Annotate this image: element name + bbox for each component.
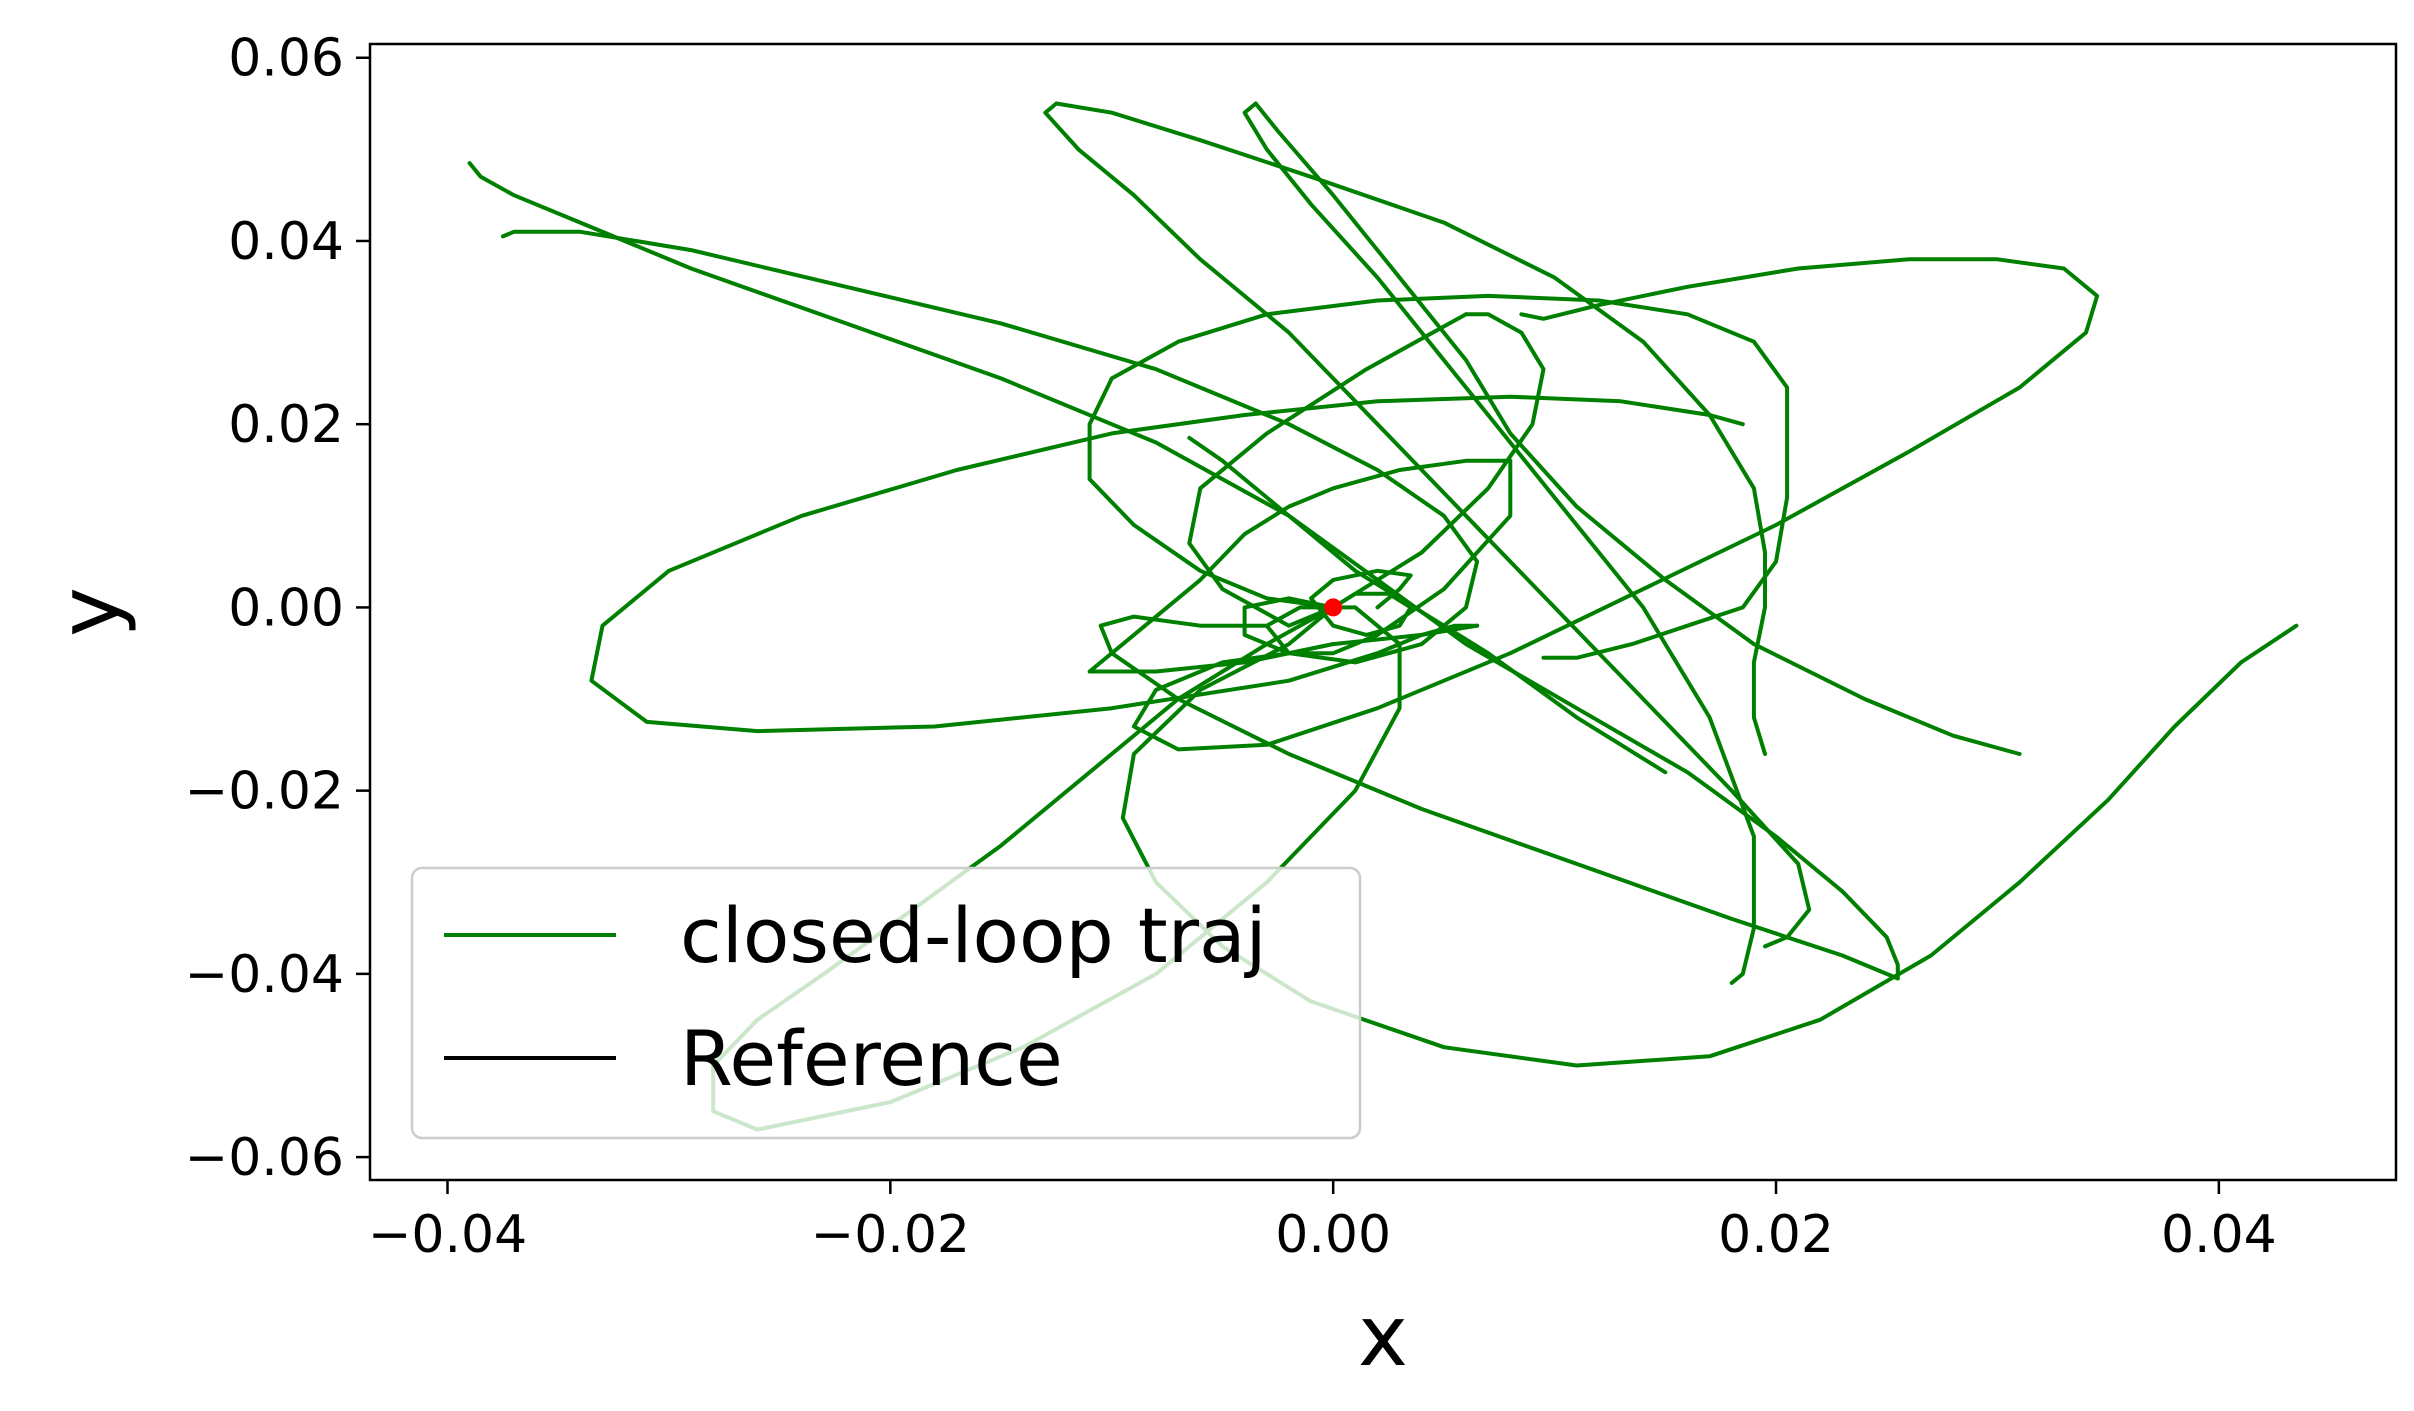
series-line-0-segment-6 xyxy=(1043,101,1812,949)
series-line-0-segment-7 xyxy=(1054,101,1767,756)
series-line-0-segment-9 xyxy=(1253,101,2022,756)
y-tick-label: 0.04 xyxy=(228,212,344,272)
x-tick-label: −0.02 xyxy=(811,1205,970,1265)
x-axis-label: x xyxy=(1358,1287,1408,1385)
y-tick-label: −0.02 xyxy=(185,762,344,822)
y-tick-label: −0.06 xyxy=(185,1128,344,1188)
y-tick-label: −0.04 xyxy=(185,945,344,1005)
legend: closed-loop traj Reference xyxy=(410,866,1362,1140)
y-axis: −0.06 −0.04 −0.02 0.00 0.02 0.04 0.06 xyxy=(185,29,370,1188)
x-tick-label: −0.04 xyxy=(368,1205,527,1265)
x-axis: −0.04 −0.02 0.00 0.02 0.04 xyxy=(368,1180,2277,1265)
series-line-0-segment-13 xyxy=(1087,293,1790,660)
series-line-0-segment-4 xyxy=(467,161,1900,981)
series-line-0-segment-8 xyxy=(1242,101,1756,985)
y-tick-label: 0.06 xyxy=(228,29,344,89)
y-tick-label: 0.02 xyxy=(228,395,344,455)
x-tick-label: 0.04 xyxy=(2161,1205,2277,1265)
plot-frame xyxy=(368,42,2398,1182)
plot-area xyxy=(467,101,2299,1132)
series-line-0-segment-11 xyxy=(1087,458,1513,674)
y-axis-label: y xyxy=(40,587,138,637)
legend-label-closed-loop-traj: closed-loop traj xyxy=(680,891,1267,980)
series-line-0-segment-5 xyxy=(500,229,1480,665)
x-tick-label: 0.02 xyxy=(1718,1205,1834,1265)
series-line-0-segment-10 xyxy=(589,394,1745,734)
legend-box xyxy=(410,866,1362,1140)
series-line-0-segment-15 xyxy=(1187,435,1668,775)
series-line-0-segment-0 xyxy=(1120,605,2299,1068)
y-tick-label: 0.00 xyxy=(228,578,344,638)
series-line-0-segment-12 xyxy=(1131,257,2100,752)
x-tick-label: 0.00 xyxy=(1275,1205,1391,1265)
legend-label-reference: Reference xyxy=(680,1014,1063,1103)
data-point-0 xyxy=(1324,598,1343,617)
